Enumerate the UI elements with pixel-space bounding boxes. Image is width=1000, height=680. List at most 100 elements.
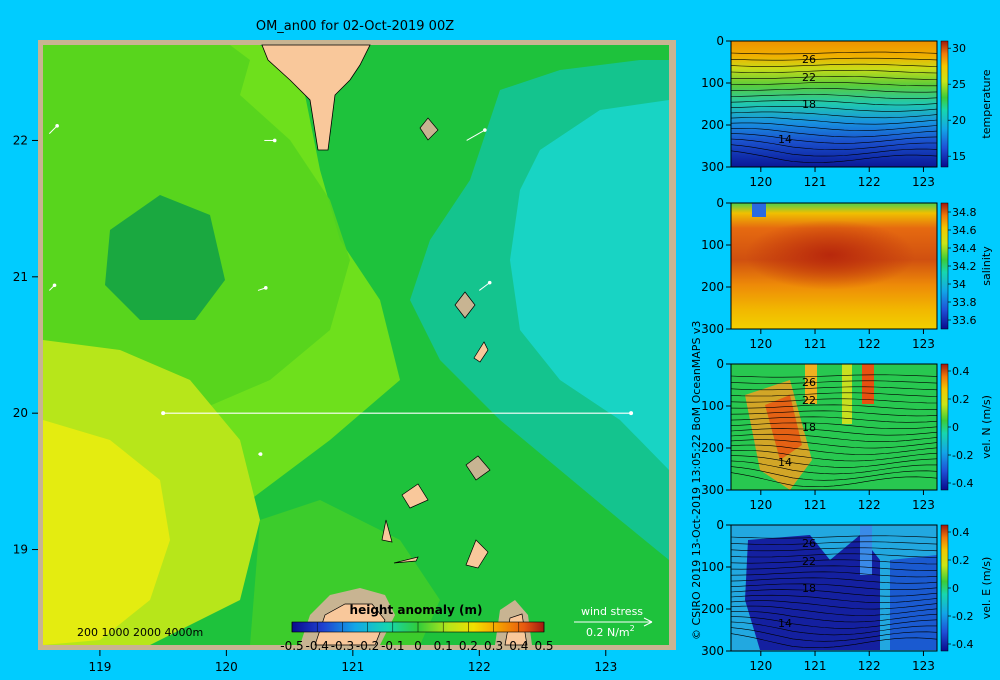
isotherm bbox=[730, 392, 938, 397]
cbar-tick-label: -0.4 bbox=[952, 638, 973, 651]
isotherm bbox=[730, 51, 938, 55]
cbar-tick-label: 0.4 bbox=[952, 526, 970, 539]
section-panel-axes: 0 100 200 300 120 121 122 123 34.8 34.6 34.4 34.2 34… bbox=[701, 196, 993, 351]
contour-label: 18 bbox=[802, 421, 816, 434]
depth-tick-label: 100 bbox=[701, 399, 724, 413]
depth-tick-label: 0 bbox=[716, 518, 724, 532]
isotherm bbox=[730, 571, 938, 578]
wind-vector-head bbox=[52, 283, 57, 288]
section-ylabel: vel. E (m/s) bbox=[980, 557, 993, 620]
veln-panel: 26 22 18 14 bbox=[730, 363, 949, 491]
section-panel-axes: 0 100 200 300 120 121 122 123 0.4 0.2 0 -0.2 -0.4 vel… bbox=[701, 357, 993, 512]
ssh-contour-south bbox=[250, 500, 440, 645]
section-ylabel: salinity bbox=[980, 246, 993, 286]
cbar-tick-label: 30 bbox=[952, 42, 966, 55]
contour-label: 22 bbox=[802, 394, 816, 407]
colorbar-ticks: -0.5 -0.4 -0.3 -0.2 -0.1 0 0.1 0.2 0.3 0.4 0.5 bbox=[280, 622, 554, 653]
isotherm bbox=[730, 106, 938, 112]
map-y-tick-label: 19 bbox=[13, 543, 28, 557]
island-4 bbox=[465, 455, 491, 481]
transect-line bbox=[161, 411, 634, 416]
salinity-colorbar bbox=[940, 202, 949, 330]
contour-label: 18 bbox=[802, 98, 816, 111]
transect-start bbox=[161, 411, 166, 416]
cbar-tick-label: -0.2 bbox=[952, 449, 973, 462]
section-axes: 0 100 200 300 120 121 122 123 15 20 25 30 temperatur… bbox=[701, 34, 993, 673]
salinity-core bbox=[745, 220, 915, 290]
lon-tick-label: 123 bbox=[912, 659, 935, 673]
isotherm bbox=[730, 565, 938, 571]
colorbar-tick-label: -0.2 bbox=[356, 639, 379, 653]
cbar-tick-label: 0.4 bbox=[952, 365, 970, 378]
isotherm bbox=[730, 460, 937, 475]
depth-tick-label: 200 bbox=[701, 280, 724, 294]
depth-tick-label: 200 bbox=[701, 118, 724, 132]
section-panel-axes: 0 100 200 300 120 121 122 123 0.4 0.2 0 -0.2 -0.4 vel… bbox=[701, 518, 993, 673]
vele-strip bbox=[860, 525, 872, 575]
contour-label: 26 bbox=[802, 537, 816, 550]
depth-tick-label: 100 bbox=[701, 560, 724, 574]
lon-tick-label: 121 bbox=[804, 659, 827, 673]
depth-tick-label: 300 bbox=[701, 322, 724, 336]
map-y-tick-label: 22 bbox=[13, 133, 28, 147]
lon-tick-label: 120 bbox=[749, 659, 772, 673]
lon-tick-label: 122 bbox=[858, 498, 881, 512]
section-ylabel: temperature bbox=[980, 69, 993, 138]
land-taiwan bbox=[261, 44, 371, 151]
lon-tick-label: 121 bbox=[804, 175, 827, 189]
contour-label: 22 bbox=[802, 71, 816, 84]
isotherm bbox=[730, 472, 938, 488]
isotherm bbox=[730, 535, 938, 539]
map-x-tick-label: 121 bbox=[341, 660, 364, 674]
isotherm bbox=[730, 398, 938, 404]
lon-tick-label: 120 bbox=[749, 175, 772, 189]
isotherm bbox=[730, 553, 938, 558]
colorbar-tick-label: -0.4 bbox=[305, 639, 328, 653]
contour-label: 22 bbox=[802, 555, 816, 568]
wind-stress-label: wind stress bbox=[581, 605, 643, 618]
depth-tick-label: 100 bbox=[701, 76, 724, 90]
map-x-ticks: 119 120 121 122 123 bbox=[88, 650, 617, 674]
section-ylabel: vel. N (m/s) bbox=[980, 395, 993, 459]
ssh-contour-cyan bbox=[510, 100, 669, 470]
wind-vector-head bbox=[487, 280, 492, 285]
wind-vector bbox=[48, 125, 58, 134]
cbar-tick-label: 0.2 bbox=[952, 554, 970, 567]
isotherm bbox=[730, 76, 938, 80]
map-y-ticks: 19 20 21 22 bbox=[13, 133, 38, 557]
depth-tick-label: 300 bbox=[701, 160, 724, 174]
depth-contours-label: 200 1000 2000 4000m bbox=[77, 626, 203, 639]
lon-tick-label: 123 bbox=[912, 498, 935, 512]
contour-label: 26 bbox=[802, 53, 816, 66]
isotherm bbox=[730, 138, 937, 151]
lon-tick-label: 120 bbox=[749, 498, 772, 512]
island-6 bbox=[381, 519, 393, 543]
isotherm bbox=[730, 122, 938, 131]
isotherm bbox=[731, 128, 938, 138]
island-2 bbox=[454, 291, 476, 319]
isotherm bbox=[730, 150, 938, 163]
ssh-contour-yellow bbox=[43, 420, 170, 645]
section-panel-axes: 0 100 200 300 120 121 122 123 15 20 25 30 temperatur… bbox=[701, 34, 993, 189]
depth-tick-label: 0 bbox=[716, 196, 724, 210]
isotherm bbox=[730, 621, 937, 636]
isotherm bbox=[730, 439, 938, 449]
contour-label: 26 bbox=[802, 376, 816, 389]
ssh-contour-dark-green-west bbox=[105, 195, 225, 320]
wind-stress-legend: wind stress 0.2 N/m2 bbox=[574, 605, 653, 639]
isotherm bbox=[730, 380, 938, 384]
isotherm bbox=[730, 433, 938, 442]
contour-label: 14 bbox=[778, 617, 792, 630]
cbar-tick-label: 0.2 bbox=[952, 393, 970, 406]
vele-colorbar bbox=[940, 524, 949, 652]
map-y-tick-label: 20 bbox=[13, 406, 28, 420]
lon-tick-label: 123 bbox=[912, 175, 935, 189]
isotherm bbox=[730, 594, 938, 603]
map-x-tick-label: 122 bbox=[468, 660, 491, 674]
salinity-fresh-patch bbox=[752, 203, 766, 217]
isotherm bbox=[730, 583, 938, 590]
cbar-tick-label: 15 bbox=[952, 150, 966, 163]
isotherm bbox=[730, 616, 938, 629]
contour-label: 14 bbox=[778, 456, 792, 469]
